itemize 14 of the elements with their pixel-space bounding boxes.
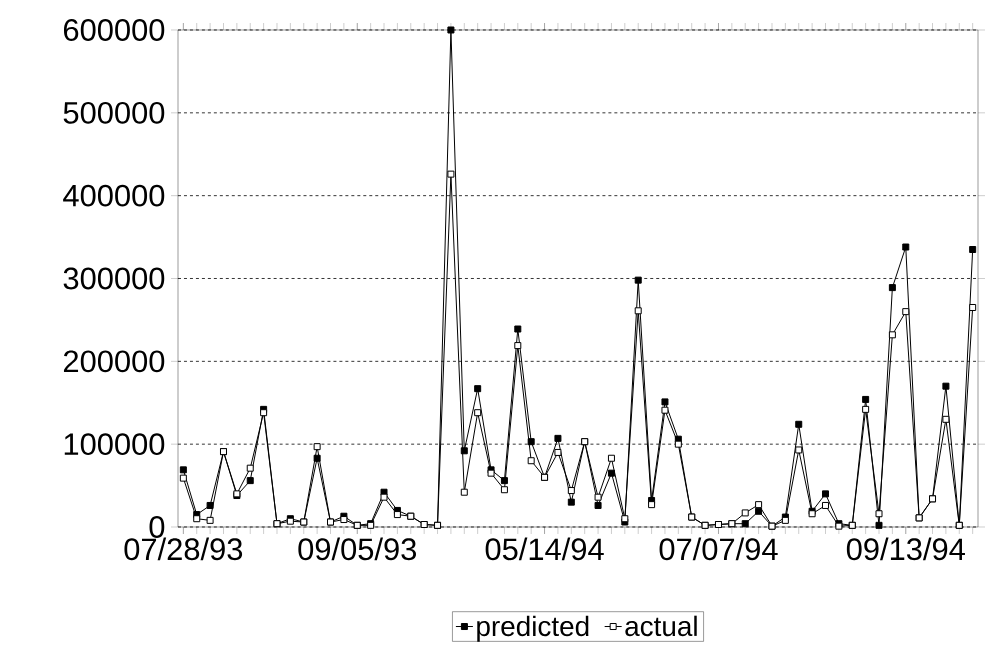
y-tick-label: 0	[149, 516, 165, 538]
y-tick-label: 100000	[64, 433, 165, 456]
y-tick-label: 300000	[63, 267, 165, 290]
x-tick-label: 05/14/94	[485, 537, 604, 561]
y-tick-label: 500000	[63, 101, 165, 124]
y-tick-label: 400000	[63, 184, 165, 207]
x-tick-label: 09/05/93	[298, 537, 417, 561]
legend-label: actual	[625, 615, 697, 637]
x-tick-label: 09/13/94	[846, 537, 965, 561]
y-tick-label: 600000	[63, 19, 165, 41]
x-tick-label: 07/07/94	[659, 537, 778, 561]
legend-label: predicted	[477, 615, 589, 642]
y-tick-label: 200000	[63, 350, 165, 373]
x-tick-label: 07/28/93	[124, 537, 243, 561]
